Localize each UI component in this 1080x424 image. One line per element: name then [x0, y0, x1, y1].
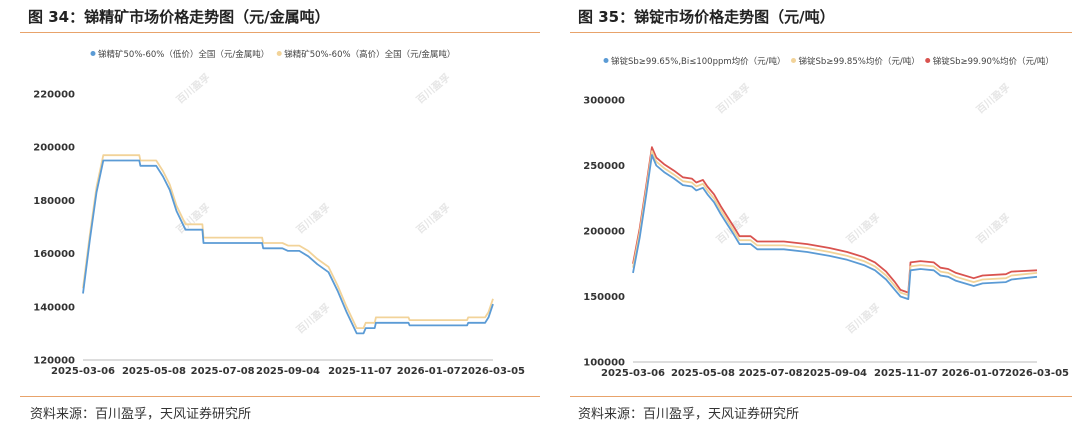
right-legend-label-1: 锑锭Sb≥99.85%均价（元/吨）	[799, 56, 920, 67]
right-legend-swatch-0	[603, 58, 609, 63]
right-x-tick-1: 2025-05-08	[671, 368, 735, 379]
right-x-tick-5: 2026-01-07	[942, 368, 1006, 379]
left-y-tick-4: 200000	[33, 143, 75, 154]
right-legend-item-0: 锑锭Sb≥99.65%,Bi≤100ppm均价（元/吨）	[603, 56, 786, 67]
right-legend-item-1: 锑锭Sb≥99.85%均价（元/吨）	[791, 56, 920, 67]
left-watermark-5: 百川盈孚	[294, 301, 333, 337]
left-legend-swatch-1	[276, 51, 282, 56]
left-y-tick-3: 180000	[33, 196, 75, 207]
left-watermark-2: 百川盈孚	[414, 201, 453, 237]
right-watermark-3: 百川盈孚	[714, 81, 753, 117]
left-series-line-0	[82, 159, 494, 335]
right-legend-swatch-1	[791, 58, 796, 63]
right-series-line-1	[632, 150, 1038, 297]
right-legend-label-0: 锑锭Sb≥99.65%,Bi≤100ppm均价（元/吨）	[611, 56, 786, 67]
left-x-tick-2: 2025-07-08	[191, 366, 255, 377]
right-watermark-1: 百川盈孚	[844, 211, 883, 247]
left-legend-item-1: 锑精矿50%-60%（高价）全国（元/金属吨）	[276, 49, 455, 60]
left-source-rule	[20, 396, 540, 397]
right-y-tick-4: 300000	[583, 96, 625, 107]
right-y-tick-2: 200000	[583, 227, 625, 238]
right-legend-label-2: 锑锭Sb≥99.90%均价（元/吨）	[933, 56, 1054, 67]
right-y-tick-1: 150000	[583, 292, 625, 303]
left-figure-title: 图 34：锑精矿市场价格走势图（元/金属吨）	[28, 8, 330, 26]
left-x-tick-4: 2025-11-07	[328, 366, 392, 377]
left-y-tick-1: 140000	[33, 302, 75, 313]
right-x-tick-4: 2025-11-07	[874, 368, 938, 379]
right-watermark-5: 百川盈孚	[844, 301, 883, 337]
left-y-tick-5: 220000	[33, 90, 75, 101]
right-legend-item-2: 锑锭Sb≥99.90%均价（元/吨）	[925, 56, 1054, 67]
right-watermark-2: 百川盈孚	[974, 211, 1013, 247]
left-x-tick-0: 2025-03-06	[51, 366, 115, 377]
right-x-tick-3: 2025-09-04	[803, 368, 867, 379]
left-y-tick-0: 120000	[33, 356, 75, 367]
right-figure-title: 图 35：锑锭市场价格走势图（元/吨）	[578, 8, 835, 26]
left-figure-panel: 图 34：锑精矿市场价格走势图（元/金属吨） 百川盈孚 百川盈孚 百川盈孚 百川盈孚百…	[20, 8, 540, 422]
left-legend-item-0: 锑精矿50%-60%（低价）全国（元/金属吨）	[90, 49, 269, 60]
right-series-line-2	[632, 146, 1038, 294]
left-title-rule	[20, 32, 540, 33]
left-watermark-4: 百川盈孚	[414, 71, 453, 107]
right-watermark-4: 百川盈孚	[974, 81, 1013, 117]
left-watermark-3: 百川盈孚	[174, 71, 213, 107]
left-x-tick-3: 2025-09-04	[256, 366, 320, 377]
right-source-rule	[570, 396, 1072, 397]
left-series-line-1	[82, 154, 494, 330]
left-x-tick-1: 2025-05-08	[122, 366, 186, 377]
left-watermark-1: 百川盈孚	[294, 201, 333, 237]
left-y-tick-2: 160000	[33, 249, 75, 260]
right-title-rule	[570, 32, 1072, 33]
right-x-tick-0: 2025-03-06	[601, 368, 665, 379]
right-y-tick-3: 250000	[583, 161, 625, 172]
left-legend-label-0: 锑精矿50%-60%（低价）全国（元/金属吨）	[98, 49, 269, 60]
left-x-tick-5: 2026-01-07	[397, 366, 461, 377]
left-legend-swatch-0	[90, 51, 96, 56]
right-series-line-0	[632, 154, 1038, 301]
right-y-tick-0: 100000	[583, 358, 625, 369]
right-legend-swatch-2	[925, 58, 931, 63]
left-legend-label-1: 锑精矿50%-60%（高价）全国（元/金属吨）	[284, 49, 455, 60]
right-x-tick-6: 2026-03-05	[1005, 368, 1069, 379]
left-x-tick-6: 2026-03-05	[461, 366, 525, 377]
right-source-note: 资料来源：百川盈孚，天风证券研究所	[578, 407, 800, 422]
right-x-tick-2: 2025-07-08	[739, 368, 803, 379]
left-source-note: 资料来源：百川盈孚，天风证券研究所	[30, 407, 252, 422]
right-figure-panel: 图 35：锑锭市场价格走势图（元/吨） 百川盈孚 百川盈孚 百川盈孚 百川盈孚 百川盈孚…	[560, 0, 1080, 424]
